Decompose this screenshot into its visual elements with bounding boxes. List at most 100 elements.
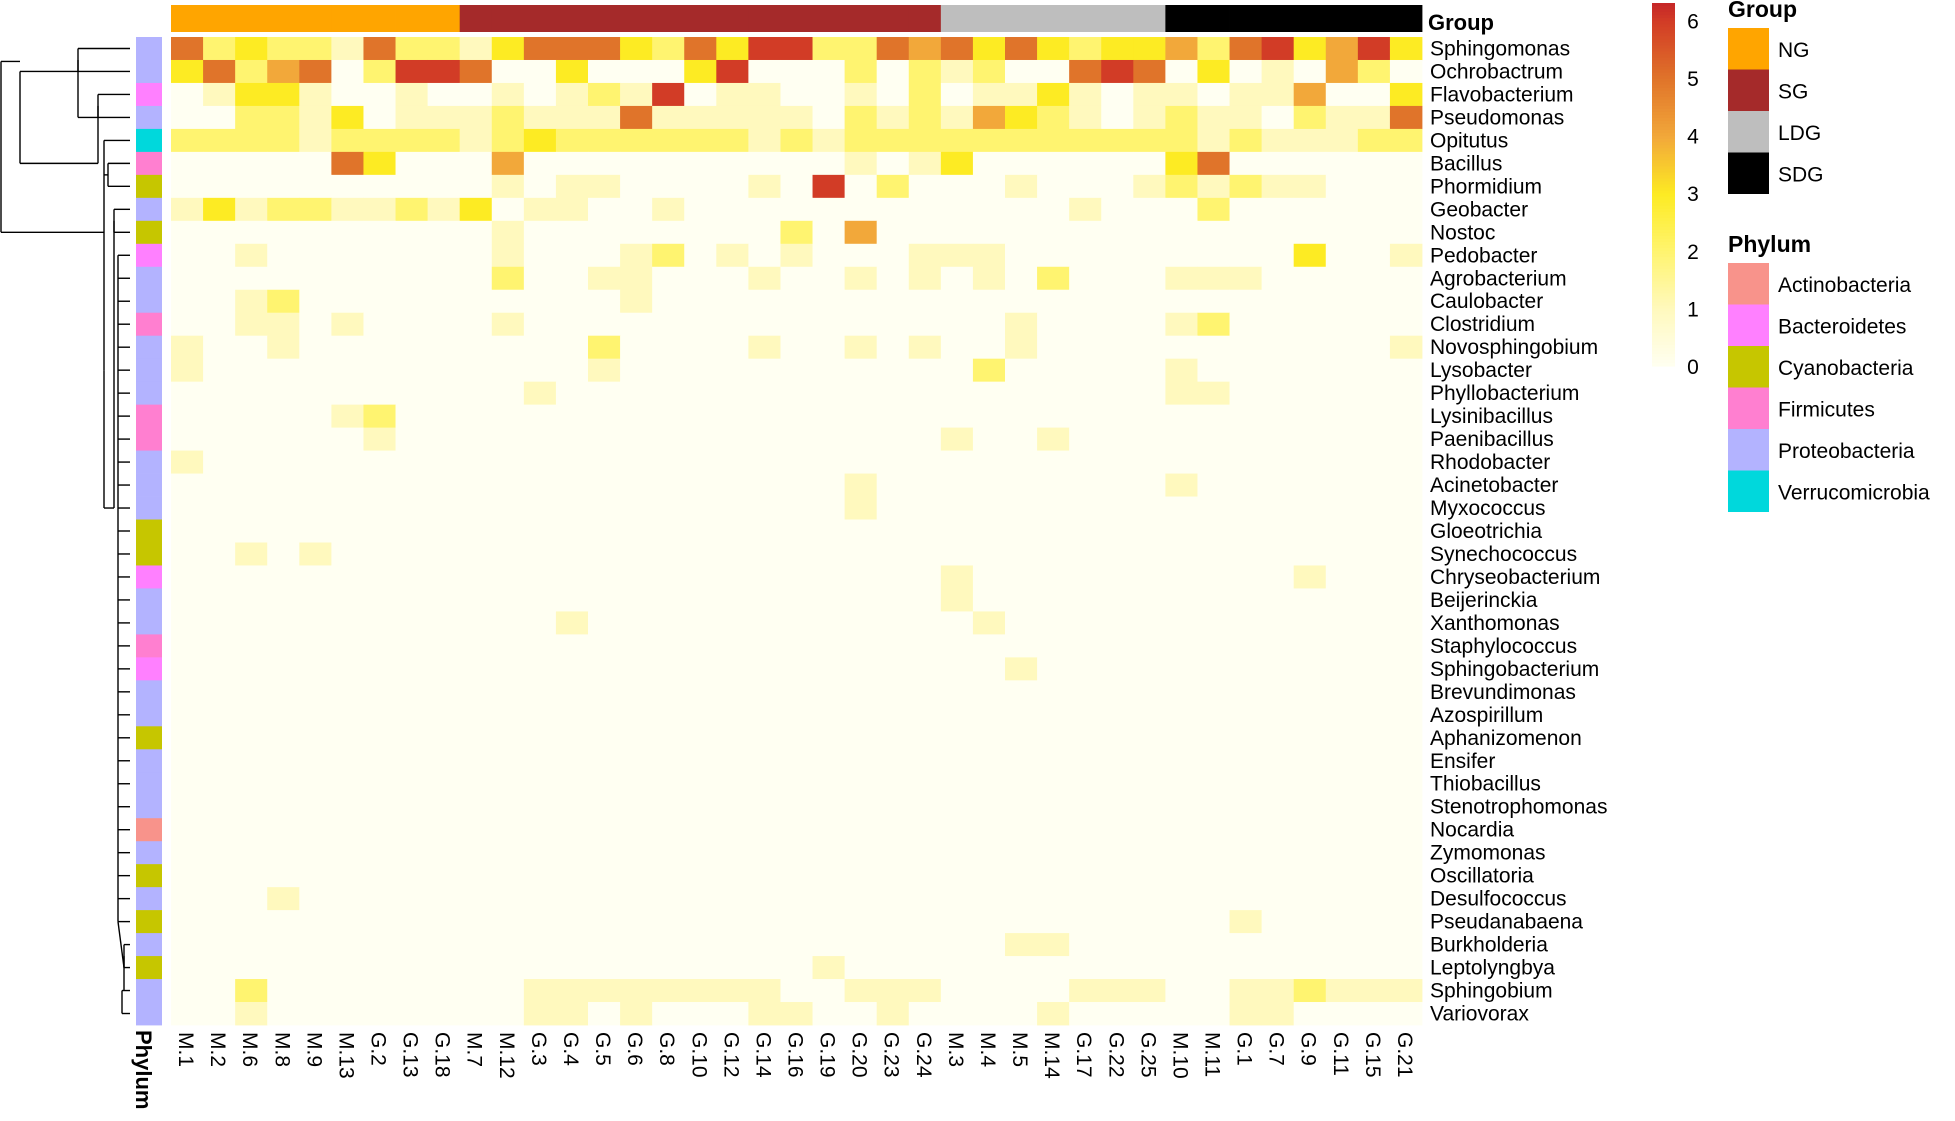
heatmap-cell	[588, 565, 621, 589]
heatmap-cell	[1293, 220, 1327, 245]
heatmap-cell	[203, 82, 236, 107]
heatmap-cell	[1357, 335, 1391, 360]
row-label: Pseudomonas	[1430, 106, 1564, 129]
heatmap-cell	[972, 1002, 1006, 1026]
heatmap-cell	[299, 197, 332, 222]
heatmap-cell	[363, 220, 396, 245]
heatmap-cell	[331, 887, 364, 911]
heatmap-cell	[1261, 910, 1295, 934]
heatmap-cell	[235, 151, 268, 176]
phylum-cell	[136, 956, 162, 980]
heatmap-cell	[1037, 128, 1070, 153]
heatmap-cell	[876, 542, 910, 566]
heatmap-cell	[1229, 703, 1263, 727]
heatmap-cell	[267, 956, 300, 980]
heatmap-cell	[652, 381, 685, 406]
heatmap-cell	[331, 473, 364, 497]
heatmap-cell	[812, 450, 846, 474]
colorbar-segment	[1652, 299, 1675, 304]
heatmap-cell	[716, 542, 749, 566]
heatmap-cell	[1005, 427, 1038, 451]
heatmap-cell	[171, 749, 204, 773]
heatmap-cell	[1325, 795, 1359, 819]
heatmap-cell	[459, 956, 493, 980]
heatmap-cell	[299, 749, 332, 773]
heatmap-cell	[235, 358, 268, 383]
heatmap-cell	[395, 105, 429, 130]
heatmap-cell	[363, 979, 396, 1003]
heatmap-cell	[812, 795, 846, 819]
heatmap-cell	[1325, 427, 1359, 451]
heatmap-cell	[1389, 634, 1423, 658]
heatmap-cell	[171, 335, 204, 360]
heatmap-cell	[171, 795, 204, 819]
heatmap-cell	[1229, 266, 1263, 291]
heatmap-cell	[876, 634, 910, 658]
heatmap-cell	[1069, 634, 1102, 658]
heatmap-cell	[684, 657, 717, 681]
heatmap-cell	[267, 588, 300, 612]
heatmap-cell	[1293, 289, 1327, 314]
heatmap-cell	[1325, 588, 1359, 612]
heatmap-cell	[748, 358, 781, 383]
heatmap-cell	[908, 151, 942, 176]
phylum-cell	[136, 772, 162, 796]
heatmap-cell	[1229, 289, 1263, 314]
heatmap-cell	[684, 588, 717, 612]
colorbar-segment	[1652, 341, 1675, 346]
heatmap-cell	[780, 59, 813, 84]
heatmap-cell	[1101, 703, 1134, 727]
heatmap-cell	[363, 82, 396, 107]
heatmap-cell	[171, 174, 204, 199]
heatmap-cell	[588, 1002, 621, 1026]
heatmap-cell	[620, 82, 653, 107]
heatmap-cell	[1005, 128, 1038, 153]
heatmap-cell	[844, 404, 878, 429]
heatmap-cell	[1037, 37, 1070, 61]
phylum-cell	[136, 427, 162, 451]
heatmap-cell	[555, 197, 589, 222]
heatmap-cell	[1229, 887, 1263, 911]
heatmap-cell	[1261, 703, 1295, 727]
heatmap-cell	[748, 818, 781, 842]
heatmap-cell	[1357, 82, 1391, 107]
row-label: Pedobacter	[1430, 244, 1537, 267]
heatmap-cell	[684, 220, 717, 245]
heatmap-cell	[1037, 381, 1070, 406]
heatmap-cell	[1293, 680, 1327, 704]
row-label: Acinetobacter	[1430, 474, 1558, 497]
phylum-cell	[136, 289, 162, 314]
heatmap-cell	[684, 565, 717, 589]
heatmap-cell	[1005, 588, 1038, 612]
heatmap-cell	[972, 657, 1006, 681]
heatmap-cell	[1293, 82, 1327, 107]
phylum-cell	[136, 611, 162, 635]
heatmap-cell	[1101, 358, 1134, 383]
colorbar-segment	[1652, 9, 1675, 13]
heatmap-cell	[427, 473, 461, 497]
heatmap-cell	[1005, 795, 1038, 819]
colorbar-segment	[1652, 190, 1675, 195]
colorbar-segment	[1652, 229, 1675, 234]
heatmap-cell	[331, 243, 364, 268]
heatmap-cell	[555, 381, 589, 406]
heatmap-cell	[1133, 795, 1166, 819]
heatmap-cell	[203, 772, 236, 796]
heatmap-cell	[267, 473, 300, 497]
heatmap-cell	[908, 864, 942, 888]
heatmap-cell	[684, 979, 717, 1003]
heatmap-cell	[1197, 565, 1230, 589]
heatmap-cell	[523, 358, 557, 383]
heatmap-cell	[203, 289, 236, 314]
heatmap-cell	[1005, 703, 1038, 727]
heatmap-cell	[908, 956, 942, 980]
heatmap-cell	[844, 312, 878, 337]
group-bar-cell	[716, 5, 749, 32]
heatmap-cell	[588, 151, 621, 176]
column-label: G.19	[816, 1032, 839, 1078]
heatmap-cell	[844, 197, 878, 222]
heatmap-cell	[1133, 634, 1166, 658]
heatmap-cell	[972, 151, 1006, 176]
heatmap-cell	[1197, 82, 1230, 107]
heatmap-cell	[1069, 933, 1102, 957]
